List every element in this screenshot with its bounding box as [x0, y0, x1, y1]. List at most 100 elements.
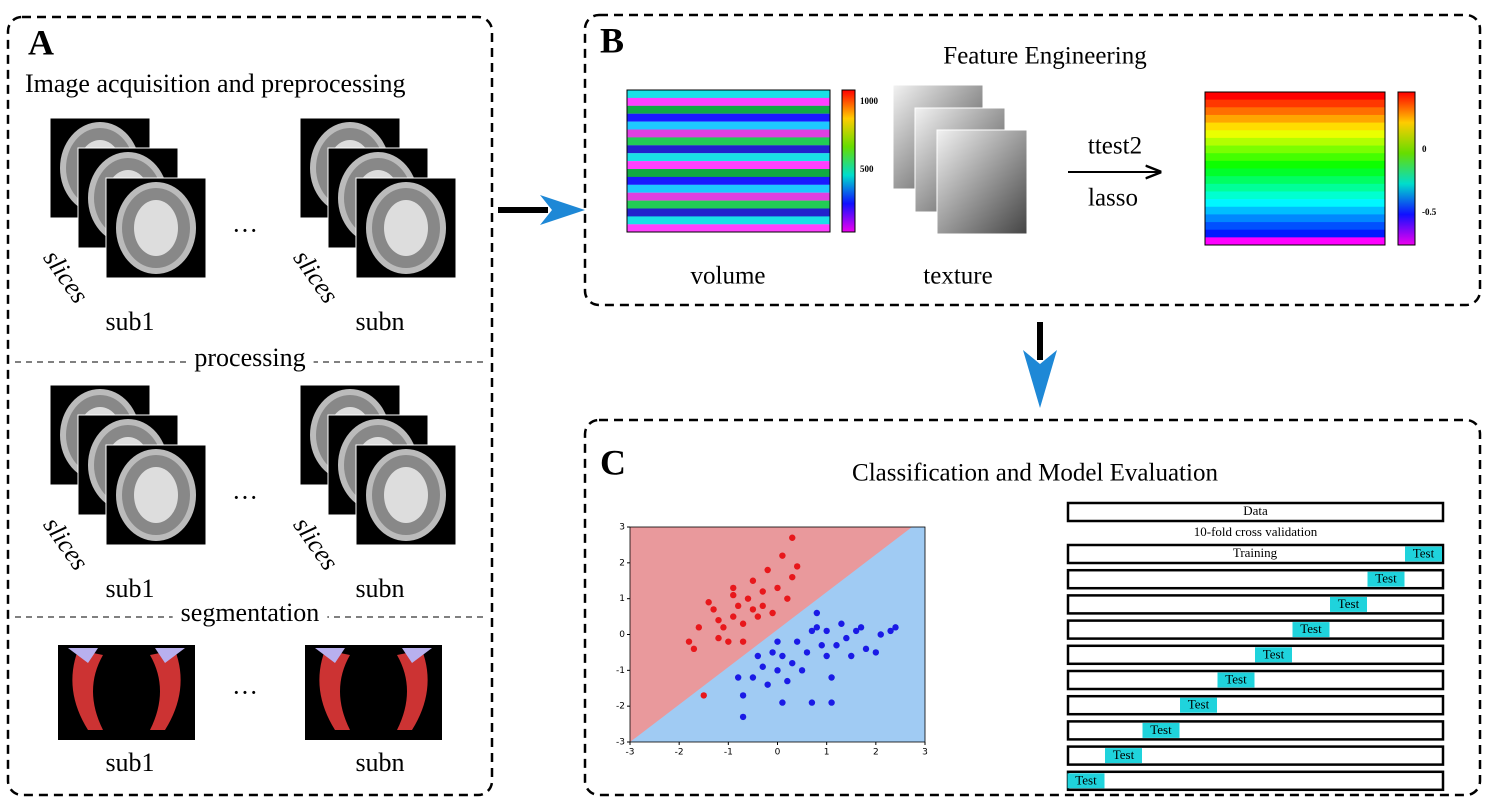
scatter-point: [779, 699, 785, 705]
scatter-point: [696, 624, 702, 630]
scatter-point: [740, 692, 746, 698]
heatmap-band: [627, 90, 830, 98]
cv-fold: [1068, 621, 1443, 639]
heatmap-band: [627, 201, 830, 209]
colorbar-tick: 1000: [860, 96, 879, 106]
texture-slice: [937, 130, 1027, 234]
arrow-label: ttest2: [1088, 133, 1142, 160]
heatmap-band: [627, 169, 830, 177]
scatter-point: [823, 628, 829, 634]
x-tick-label: 0: [775, 748, 781, 758]
cv-data-label: Data: [1243, 503, 1268, 518]
subject-label: subn: [355, 307, 404, 336]
brain-white: [134, 467, 178, 523]
cv-test-label: Test: [1225, 671, 1247, 686]
subject-label: sub1: [105, 307, 154, 336]
divider-label: segmentation: [181, 598, 320, 627]
cv-caption: 10-fold cross validation: [1194, 524, 1318, 539]
feature-band: [1205, 92, 1385, 100]
cv-test-label: Test: [1113, 747, 1135, 762]
heatmap-band: [627, 137, 830, 145]
cv-test-label: Test: [1338, 596, 1360, 611]
colorbar-tick: 500: [860, 164, 874, 174]
stack-label: slices: [38, 512, 95, 576]
colorbar-tick: 0: [1422, 144, 1427, 154]
colorbar-tick: -0.5: [1422, 207, 1437, 217]
scatter-point: [809, 699, 815, 705]
scatter-point: [814, 610, 820, 616]
scatter-point: [720, 624, 726, 630]
scatter-point: [789, 535, 795, 541]
brain-white: [134, 200, 178, 256]
heatmap-band: [627, 114, 830, 122]
scatter-point: [686, 638, 692, 644]
scatter-point: [789, 574, 795, 580]
stack-label: slices: [288, 245, 345, 309]
scatter-point: [794, 563, 800, 569]
scatter-point: [774, 638, 780, 644]
ellipsis: ···: [232, 483, 258, 512]
scatter-point: [725, 638, 731, 644]
y-tick-label: -2: [616, 702, 625, 712]
scatter-point: [878, 631, 884, 637]
scatter-point: [892, 624, 898, 630]
panel-letter: B: [600, 20, 624, 60]
subject-label: subn: [355, 748, 404, 777]
scatter-point: [833, 642, 839, 648]
scatter-point: [789, 660, 795, 666]
cv-fold: [1068, 595, 1443, 613]
scatter-point: [740, 714, 746, 720]
scatter-point: [769, 610, 775, 616]
texture-label: texture: [923, 263, 992, 290]
brain-white: [384, 200, 428, 256]
heatmap-band: [627, 224, 830, 232]
scatter-point: [735, 603, 741, 609]
heatmap-band: [627, 122, 830, 130]
scatter-point: [715, 635, 721, 641]
scatter-point: [838, 621, 844, 627]
scatter-point: [873, 649, 879, 655]
colorbar: [842, 90, 855, 232]
feature-band: [1205, 115, 1385, 123]
scatter-point: [760, 664, 766, 670]
cv-test-label: Test: [1413, 545, 1435, 560]
cv-test-label: Test: [1188, 697, 1210, 712]
panel-letter: C: [600, 442, 626, 482]
heatmap-band: [627, 145, 830, 153]
figure: ABCImage acquisition and preprocessingFe…: [0, 0, 1488, 799]
feature-band: [1205, 123, 1385, 131]
y-tick-label: 0: [619, 630, 625, 640]
panel-title: Classification and Model Evaluation: [852, 460, 1218, 487]
cv-fold: [1068, 671, 1443, 689]
scatter-point: [764, 681, 770, 687]
scatter-point: [760, 603, 766, 609]
scatter-point: [823, 653, 829, 659]
scatter-point: [769, 649, 775, 655]
stack-label: slices: [288, 512, 345, 576]
scatter-point: [755, 653, 761, 659]
ellipsis: ···: [232, 216, 258, 245]
scatter-point: [784, 678, 790, 684]
scatter-point: [779, 552, 785, 558]
scatter-point: [828, 674, 834, 680]
heatmap-band: [627, 106, 830, 114]
feature-band: [1205, 161, 1385, 169]
cv-test-label: Test: [1300, 621, 1322, 636]
cv-test-label: Test: [1075, 772, 1097, 787]
feature-band: [1205, 214, 1385, 222]
heatmap-band: [627, 177, 830, 185]
x-tick-label: -2: [675, 748, 684, 758]
y-tick-label: 3: [619, 523, 625, 533]
scatter-point: [774, 585, 780, 591]
subject-label: sub1: [105, 574, 154, 603]
heatmap-band: [627, 98, 830, 106]
heatmap-band: [627, 153, 830, 161]
scatter-point: [814, 624, 820, 630]
subject-label: sub1: [105, 748, 154, 777]
heatmap-band: [627, 185, 830, 193]
feature-band: [1205, 191, 1385, 199]
scatter-point: [858, 624, 864, 630]
scatter-point: [848, 653, 854, 659]
scatter-point: [715, 617, 721, 623]
heatmap-band: [627, 161, 830, 169]
